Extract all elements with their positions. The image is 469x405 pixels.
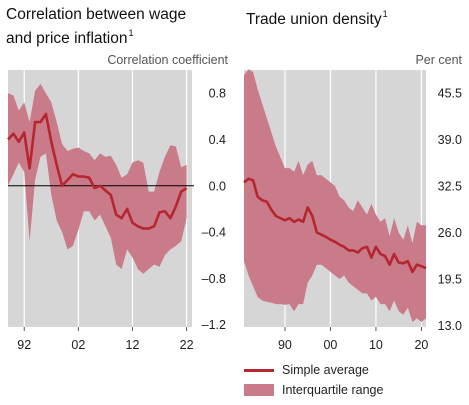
right-chart: 45.5 39.0 32.5 26.0 19.5 13.0 90 00 10 20 [243,69,462,352]
right-y-tick-label: 32.5 [438,179,462,193]
left-x-tick-label: 22 [180,338,194,352]
left-y-tick-label: –0.4 [202,226,226,240]
left-interquartile-band [8,83,187,274]
right-y-tick-label: 19.5 [438,273,462,287]
legend-swatch-band [244,384,274,396]
legend-item-interquartile-range: Interquartile range [244,382,444,398]
left-y-tick-label: 0.8 [209,87,226,101]
right-y-tick-label: 26.0 [438,226,462,240]
left-chart: 0.8 0.4 0.0 –0.4 –0.8 –1.2 92 02 12 22 [7,70,226,352]
left-x-tick-label: 92 [17,338,31,352]
left-y-axis-label: Correlation coefficient [107,53,228,67]
right-y-tick-label: 45.5 [438,86,462,100]
legend-label-interquartile-range: Interquartile range [282,383,384,397]
right-y-axis-label: Per cent [415,53,462,67]
left-x-tick-label: 02 [71,338,85,352]
right-x-tick-label: 10 [369,338,383,352]
left-y-tick-label: –0.8 [202,272,226,286]
right-y-tick-label: 39.0 [438,133,462,147]
left-y-tick-label: 0.0 [209,179,226,193]
right-y-tick-label: 13.0 [438,319,462,333]
left-title-footnote: 1 [128,28,134,38]
right-chart-title: Trade union density1 [246,9,388,28]
left-y-tick-label: –1.2 [202,318,226,332]
legend-item-simple-average: Simple average [244,362,444,378]
right-simple-average-line [243,177,427,274]
left-x-tick-label: 12 [126,338,140,352]
right-x-tick-label: 90 [278,338,292,352]
legend-label-simple-average: Simple average [282,363,369,377]
right-x-tick-label: 00 [323,338,337,352]
left-chart-title: Correlation between wage and price infla… [6,6,187,47]
right-x-tick-label: 20 [414,338,428,352]
right-title-footnote: 1 [382,9,388,19]
left-simple-average-line [7,112,188,230]
legend-swatch-line [244,369,274,372]
left-y-tick-label: 0.4 [209,133,226,147]
right-interquartile-band [244,69,426,322]
